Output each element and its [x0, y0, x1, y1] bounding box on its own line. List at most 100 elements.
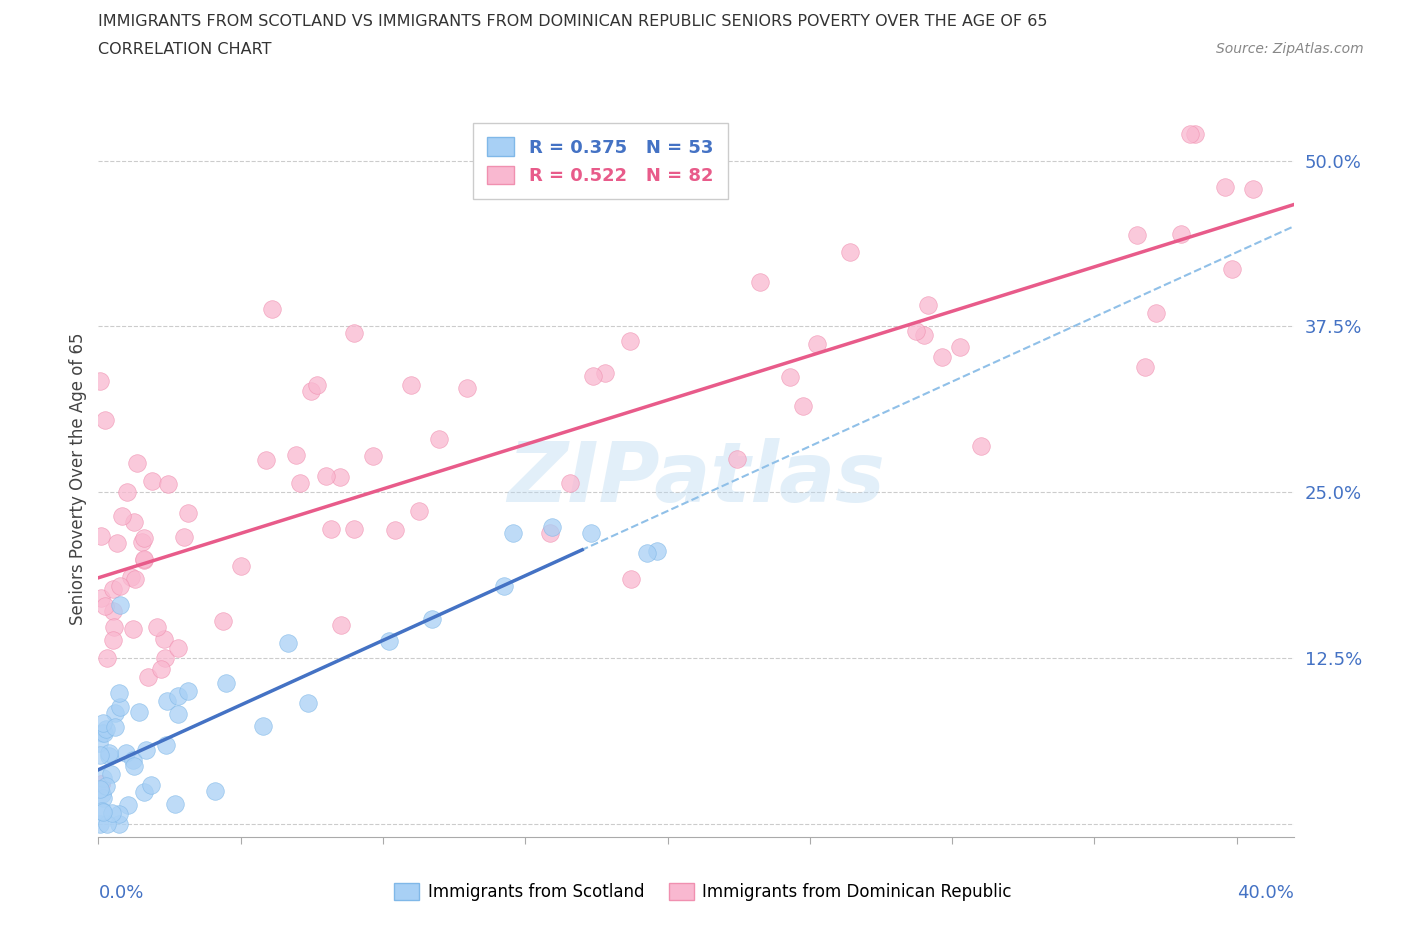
Point: [117, 798, 139, 813]
Point: [93, 716, 115, 731]
Point: [256, 452, 278, 467]
Point: [101, 805, 124, 820]
Point: [115, 485, 138, 499]
Legend: R = 0.375   N = 53, R = 0.522   N = 82: R = 0.375 N = 53, R = 0.522 N = 82: [472, 123, 728, 199]
Point: [166, 641, 188, 656]
Point: [262, 301, 284, 316]
Point: [93, 726, 115, 741]
Legend: Immigrants from Scotland, Immigrants from Dominican Republic: Immigrants from Scotland, Immigrants fro…: [388, 876, 1018, 908]
Point: [87, 736, 110, 751]
Point: [422, 611, 444, 626]
Point: [90, 528, 112, 543]
Point: [108, 817, 131, 831]
Point: [558, 475, 581, 490]
Point: [307, 378, 329, 392]
Point: [343, 522, 366, 537]
Point: [90, 804, 112, 818]
Point: [284, 447, 307, 462]
Point: [969, 439, 991, 454]
Point: [408, 504, 430, 519]
Point: [211, 614, 233, 629]
Point: [912, 327, 935, 342]
Point: [108, 807, 131, 822]
Point: [108, 578, 131, 593]
Point: [101, 582, 124, 597]
Point: [115, 745, 138, 760]
Point: [1178, 126, 1201, 141]
Point: [582, 369, 605, 384]
Point: [619, 333, 641, 348]
Point: [749, 274, 772, 289]
Point: [165, 797, 187, 812]
Point: [277, 635, 299, 650]
Point: [132, 552, 155, 567]
Point: [141, 473, 163, 488]
Point: [134, 551, 156, 566]
Point: [1133, 360, 1156, 375]
Point: [949, 339, 972, 354]
Point: [645, 543, 668, 558]
Point: [94, 598, 117, 613]
Point: [91, 787, 114, 802]
Point: [101, 632, 124, 647]
Point: [150, 661, 173, 676]
Point: [135, 742, 157, 757]
Point: [90, 591, 112, 605]
Point: [90, 777, 112, 791]
Point: [1213, 180, 1236, 195]
Point: [779, 369, 801, 384]
Point: [108, 598, 131, 613]
Point: [89, 817, 111, 831]
Point: [905, 324, 928, 339]
Text: ZIPatlas: ZIPatlas: [508, 438, 884, 520]
Point: [1241, 181, 1264, 196]
Point: [792, 398, 814, 413]
Point: [167, 707, 190, 722]
Point: [806, 337, 828, 352]
Point: [96, 779, 118, 794]
Point: [108, 699, 131, 714]
Point: [1184, 126, 1206, 141]
Point: [127, 456, 149, 471]
Point: [361, 449, 384, 464]
Point: [384, 523, 406, 538]
Point: [105, 536, 128, 551]
Point: [297, 695, 319, 710]
Point: [593, 365, 616, 380]
Point: [120, 570, 142, 585]
Point: [91, 771, 114, 786]
Point: [131, 534, 153, 549]
Point: [155, 737, 177, 752]
Point: [427, 432, 450, 446]
Point: [204, 784, 226, 799]
Point: [541, 519, 564, 534]
Point: [122, 758, 145, 773]
Text: 40.0%: 40.0%: [1237, 884, 1294, 901]
Point: [91, 804, 114, 819]
Point: [725, 452, 748, 467]
Point: [579, 525, 602, 540]
Point: [121, 622, 143, 637]
Point: [456, 380, 478, 395]
Point: [146, 619, 169, 634]
Point: [141, 777, 163, 792]
Text: IMMIGRANTS FROM SCOTLAND VS IMMIGRANTS FROM DOMINICAN REPUBLIC SENIORS POVERTY O: IMMIGRANTS FROM SCOTLAND VS IMMIGRANTS F…: [98, 14, 1047, 29]
Point: [100, 766, 122, 781]
Point: [176, 684, 198, 698]
Point: [329, 470, 352, 485]
Point: [104, 720, 127, 735]
Text: Source: ZipAtlas.com: Source: ZipAtlas.com: [1216, 42, 1364, 56]
Point: [492, 578, 515, 593]
Point: [538, 525, 561, 540]
Point: [167, 688, 190, 703]
Text: 0.0%: 0.0%: [98, 884, 143, 901]
Point: [931, 350, 953, 365]
Point: [502, 525, 524, 540]
Point: [330, 618, 353, 633]
Point: [290, 476, 312, 491]
Point: [838, 245, 860, 259]
Point: [90, 777, 112, 791]
Text: CORRELATION CHART: CORRELATION CHART: [98, 42, 271, 57]
Point: [156, 694, 179, 709]
Point: [917, 298, 939, 312]
